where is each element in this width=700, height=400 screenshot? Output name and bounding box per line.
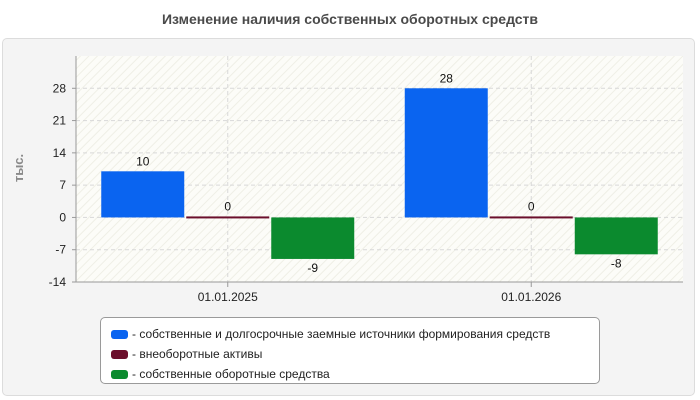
- legend-item: - собственные и долгосрочные заемные ист…: [111, 324, 599, 344]
- data-label: -8: [611, 256, 622, 270]
- x-tick-label: 01.01.2025: [198, 290, 258, 304]
- y-tick-label: -7: [55, 243, 66, 257]
- bar: [404, 88, 488, 218]
- y-tick-label: 7: [59, 178, 66, 192]
- data-label: 28: [440, 71, 454, 85]
- bar: [574, 217, 658, 255]
- data-label: 0: [224, 199, 231, 213]
- bar: [271, 217, 355, 259]
- data-label: 0: [528, 199, 535, 213]
- legend-label: - внеоборотные активы: [132, 347, 263, 361]
- y-tick-label: -14: [49, 275, 67, 289]
- legend-item: - собственные оборотные средства: [111, 364, 599, 384]
- chart-legend: - собственные и долгосрочные заемные ист…: [100, 317, 600, 384]
- y-tick-label: 28: [53, 81, 67, 95]
- bar: [186, 216, 270, 219]
- y-tick-label: 14: [53, 146, 67, 160]
- data-label: -9: [307, 261, 318, 275]
- chart-title: Изменение наличия собственных оборотных …: [161, 11, 539, 27]
- legend-item: - внеоборотные активы: [111, 344, 599, 364]
- legend-label: - собственные и долгосрочные заемные ист…: [132, 327, 551, 341]
- legend-swatch: [111, 349, 128, 359]
- y-tick-label: 0: [59, 210, 66, 224]
- legend-swatch: [111, 369, 128, 379]
- bar: [101, 171, 185, 218]
- y-axis-label: тыс.: [11, 154, 26, 182]
- y-tick-label: 21: [53, 114, 67, 128]
- bar: [489, 216, 573, 219]
- data-label: 10: [136, 154, 150, 168]
- legend-label: - собственные оборотные средства: [132, 367, 330, 381]
- x-tick-label: 01.01.2026: [501, 290, 561, 304]
- legend-swatch: [111, 329, 128, 339]
- chart-plot: 10 0 -9 28 0 -8 28 21 14 7 0 -7 -14 01.01.2025 01.01.…: [11, 56, 683, 304]
